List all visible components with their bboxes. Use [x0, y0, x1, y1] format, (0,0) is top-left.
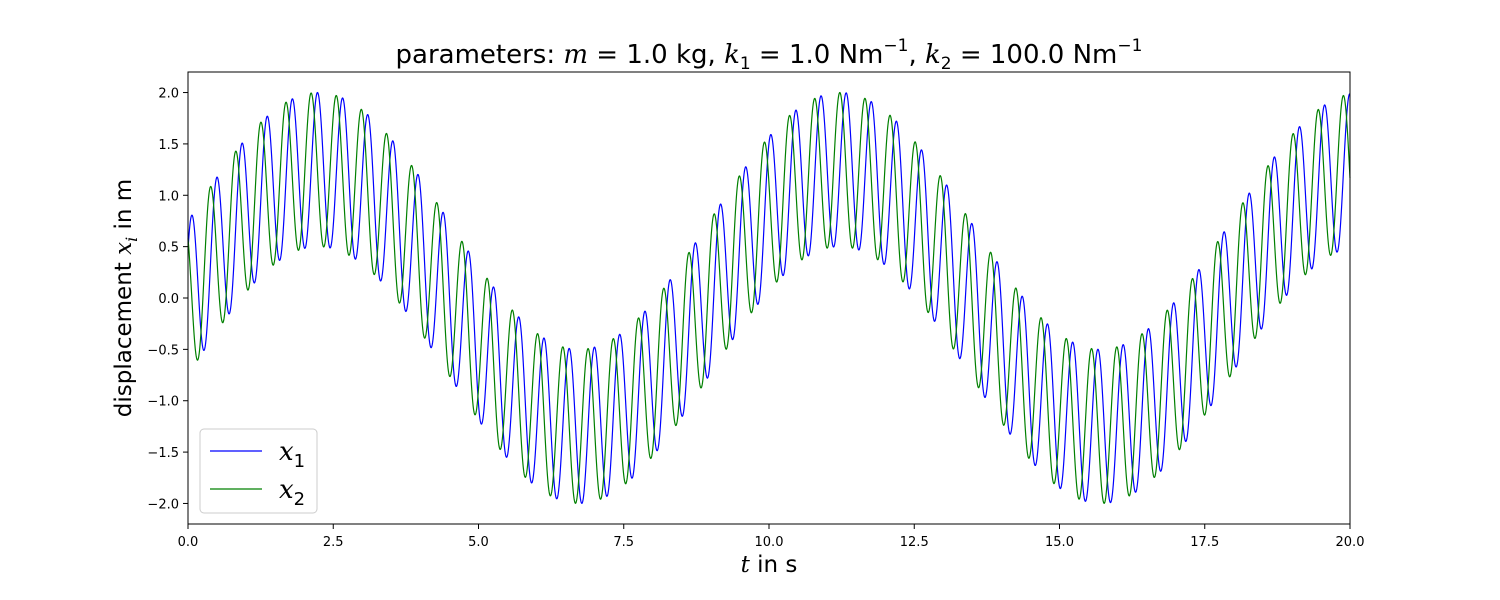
- y-tick-label: 0.0: [158, 292, 179, 307]
- y-tick-label: −1.0: [147, 395, 179, 410]
- x-tick-label: 17.5: [1190, 535, 1219, 550]
- series-line-x1: [187, 91, 1351, 505]
- y-tick-label: 0.5: [158, 241, 179, 256]
- x-tick-label: 0.0: [178, 535, 199, 550]
- y-tick-label: 2.0: [158, 87, 179, 102]
- x-tick-label: 10.0: [755, 535, 784, 550]
- x-axis-ticks: 0.0 2.5 5.0 7.5 10.0 12.5 15.0 17.5 20.0: [178, 524, 1365, 550]
- legend-box: [199, 428, 318, 514]
- y-tick-label: 1.0: [158, 189, 179, 204]
- x-tick-label: 15.0: [1045, 535, 1074, 550]
- legend-label-x2: x2: [279, 475, 305, 510]
- x-tick-label: 2.5: [323, 535, 344, 550]
- y-tick-label: 1.5: [158, 138, 179, 153]
- x-tick-label: 12.5: [900, 535, 929, 550]
- y-tick-label: −1.5: [147, 446, 179, 461]
- x-tick-label: 5.0: [468, 535, 489, 550]
- x-axis-label: t in s: [741, 552, 798, 578]
- y-axis-label: displacement xi in m: [111, 179, 141, 417]
- y-axis-ticks: −2.0 −1.5 −1.0 −0.5 0.0 0.5 1.0 1.5 2.0: [147, 87, 188, 512]
- x-tick-label: 7.5: [613, 535, 634, 550]
- x-tick-label: 20.0: [1336, 535, 1365, 550]
- legend-label-x1: x1: [279, 437, 305, 472]
- legend: x1 x2: [199, 428, 318, 514]
- series-line-x2: [187, 91, 1351, 505]
- plot-lines: [187, 91, 1351, 505]
- y-tick-label: −0.5: [147, 343, 179, 358]
- chart-title: parameters: m = 1.0 kg, k1 = 1.0 Nm−1, k…: [396, 36, 1143, 74]
- y-tick-label: −2.0: [147, 497, 179, 512]
